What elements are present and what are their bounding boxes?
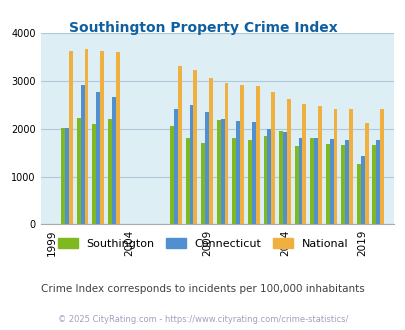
Bar [309,138,313,224]
Bar [341,145,344,224]
Text: Crime Index corresponds to incidents per 100,000 inhabitants: Crime Index corresponds to incidents per… [41,284,364,294]
Bar [205,112,209,224]
Bar [263,136,267,224]
Bar [313,138,317,224]
Bar [111,97,115,224]
Bar [77,118,81,224]
Bar [193,70,197,224]
Bar [100,51,104,224]
Bar [360,156,364,224]
Bar [240,85,243,224]
Bar [333,109,337,224]
Bar [224,83,228,224]
Text: Southington Property Crime Index: Southington Property Crime Index [68,21,337,35]
Bar [69,51,73,224]
Bar [251,122,255,224]
Bar [255,86,259,224]
Bar [115,52,119,224]
Bar [189,105,193,224]
Bar [201,143,205,224]
Text: © 2025 CityRating.com - https://www.cityrating.com/crime-statistics/: © 2025 CityRating.com - https://www.city… [58,315,347,324]
Bar [232,138,236,224]
Bar [278,131,282,224]
Bar [329,139,333,224]
Bar [302,104,305,224]
Bar [216,120,220,224]
Bar [286,99,290,224]
Bar [220,119,224,224]
Bar [185,138,189,224]
Bar [379,109,383,224]
Bar [84,49,88,224]
Bar [344,140,348,224]
Bar [375,140,379,224]
Bar [92,124,96,224]
Bar [317,106,321,224]
Bar [177,67,181,224]
Bar [364,123,368,224]
Bar [247,140,251,224]
Bar [209,79,212,224]
Bar [282,132,286,224]
Bar [236,121,240,224]
Bar [81,85,84,224]
Bar [170,126,174,224]
Bar [65,128,69,224]
Bar [371,145,375,224]
Bar [174,109,177,224]
Bar [267,129,271,224]
Bar [108,119,111,224]
Bar [325,144,329,224]
Bar [271,92,275,224]
Bar [348,109,352,224]
Bar [298,138,302,224]
Bar [294,146,298,224]
Bar [61,128,65,224]
Bar [96,92,100,224]
Legend: Southington, Connecticut, National: Southington, Connecticut, National [53,234,352,253]
Bar [356,164,360,224]
